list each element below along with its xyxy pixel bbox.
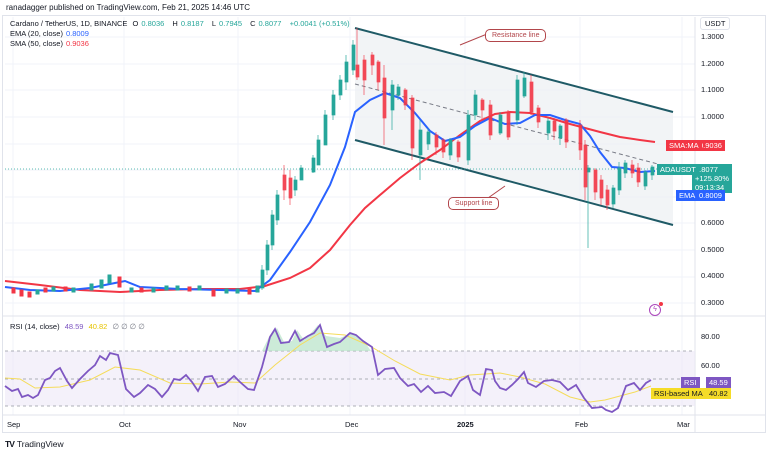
ema-name-tag: EMA (676, 190, 699, 201)
y-tick: 0.3000 (701, 298, 724, 307)
resistance-callout[interactable]: Resistance line (485, 29, 547, 42)
rsi-legend[interactable]: RSI (14, close) 48.59 40.82 ∅ ∅ ∅ ∅ (10, 322, 148, 332)
x-tick: Dec (345, 420, 359, 429)
rsi-ma-value-tag: 40.82 (706, 388, 731, 399)
tradingview-logo-icon: TV (5, 439, 15, 449)
symbol-tag: ADAUSDT (657, 164, 699, 175)
currency-label[interactable]: USDT (700, 17, 731, 30)
y-tick: 0.5000 (701, 245, 724, 254)
resistance-line[interactable] (354, 27, 674, 113)
high-value: 0.8187 (180, 19, 204, 28)
chart-frame (2, 15, 766, 433)
rsi-name-tag: RSI (681, 377, 700, 388)
x-tick: Nov (233, 420, 247, 429)
rsi-ma-legend-value: 40.82 (88, 322, 108, 331)
ema-legend-value: 0.8009 (65, 29, 89, 38)
rsi-extra-values: ∅ ∅ ∅ ∅ (112, 322, 145, 331)
rsi-line (4, 323, 652, 413)
bar-countdown: 09:13:34 (695, 183, 725, 192)
channel-midline (354, 83, 674, 169)
rsi-value-tag: 48.59 (706, 377, 731, 388)
percent-change: +125.80% (695, 174, 729, 183)
lightning-icon[interactable]: ϟ (649, 302, 663, 316)
publisher-line: ranadagger published on TradingView.com,… (6, 3, 251, 12)
y-tick: 1.1000 (701, 85, 724, 94)
x-tick: 2025 (457, 420, 474, 429)
resistance-callout-pointer (459, 33, 488, 46)
close-value: 0.8077 (258, 19, 282, 28)
y-tick: 1.3000 (701, 32, 724, 41)
x-tick: Mar (677, 420, 690, 429)
y-tick: 1.0000 (701, 112, 724, 121)
rsi-legend-label[interactable]: RSI (14, close) (10, 322, 60, 331)
change-value: +0.0041 (+0.51%) (289, 19, 350, 28)
tradingview-logo[interactable]: TV TradingView (5, 439, 64, 449)
support-callout[interactable]: Support line (448, 197, 500, 210)
x-tick: Sep (7, 420, 21, 429)
main-legend[interactable]: Cardano / TetherUS, 1D, BINANCE O 0.8036 … (10, 19, 350, 48)
rsi-ma-line (4, 332, 652, 403)
y-tick: 1.2000 (701, 59, 724, 68)
rsi-overbought-fill (262, 325, 371, 351)
low-value: 0.7945 (219, 19, 242, 28)
rsi-ma-name-tag: RSI-based MA (651, 388, 706, 399)
sma-legend-label[interactable]: SMA (50, close) (10, 39, 63, 48)
x-tick: Feb (575, 420, 588, 429)
rsi-y-tick: 60.00 (701, 361, 720, 370)
ema-legend-label[interactable]: EMA (20, close) (10, 29, 63, 38)
ema-value-tag: 0.8009 (696, 190, 725, 201)
open-value: 0.8036 (141, 19, 165, 28)
rsi-band (5, 351, 695, 406)
rsi-y-tick: 80.00 (701, 332, 720, 341)
candlesticks[interactable] (11, 28, 655, 298)
rsi-legend-value: 48.59 (64, 322, 84, 331)
x-tick: Oct (119, 420, 131, 429)
last-price: 0.8077 (695, 165, 718, 174)
sma-value-tag: 0.9036 (696, 140, 725, 151)
sma-legend-value: 0.9036 (65, 39, 89, 48)
support-line[interactable] (354, 139, 674, 226)
y-tick: 0.6000 (701, 218, 724, 227)
sma-name-tag: SMA:MA (666, 140, 702, 151)
y-tick: 0.4000 (701, 271, 724, 280)
symbol-title[interactable]: Cardano / TetherUS, 1D, BINANCE (10, 19, 128, 28)
